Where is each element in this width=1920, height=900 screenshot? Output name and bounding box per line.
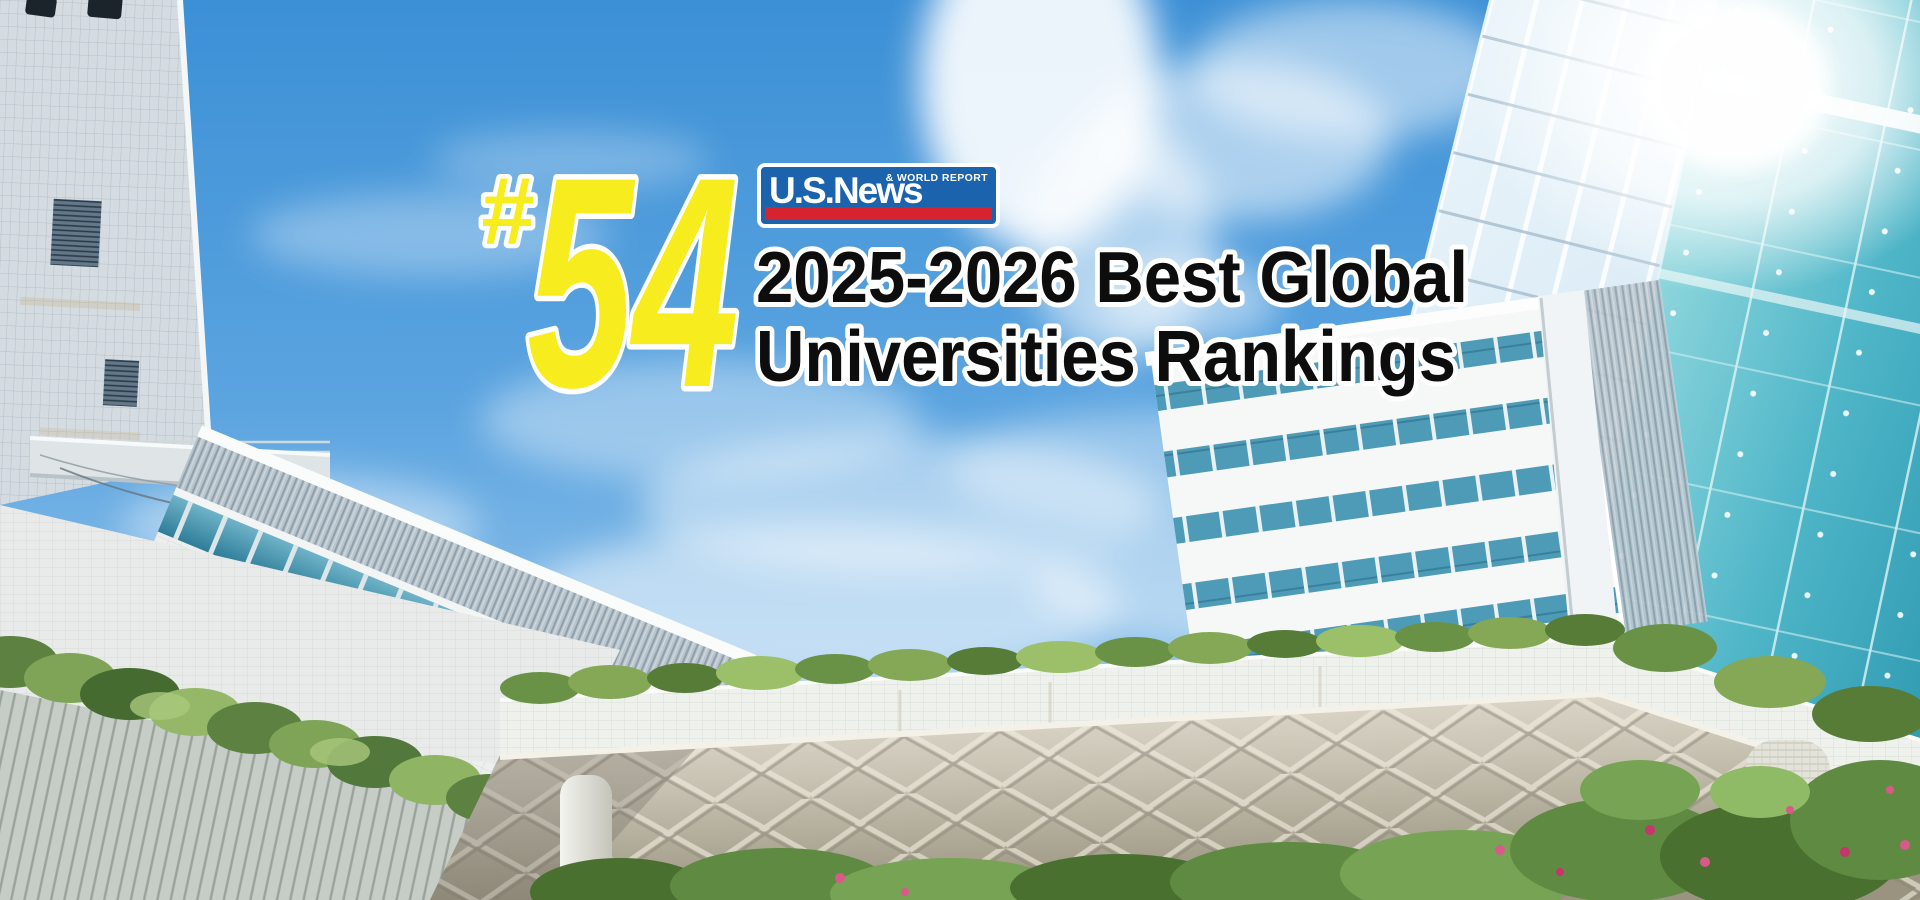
parapet-grass [500,614,1920,742]
headline-line2: Universities Rankings [756,317,1456,397]
pink-blooms [835,786,1910,896]
headline: 2025-2026 Best Global Universities Ranki… [751,233,1473,402]
rank-badge: # 54 [476,109,745,456]
rank-number: 54 [527,114,739,450]
building-signage-fragment [25,0,123,20]
usnews-logo-wordmark: U.S.News [769,170,924,211]
usnews-logo-tagline: & WORLD REPORT [885,172,988,184]
usnews-logo-red-bar [765,207,992,220]
tiled-tower-left [0,0,213,505]
vent-grille [102,359,140,407]
usnews-logo: & WORLD REPORT U.S.News [757,163,1000,228]
sun-glare [1475,0,1920,295]
canopy-parapet [499,614,1920,795]
bottom-foliage [530,760,1920,900]
vent-grille [50,198,102,268]
rank-symbol: # [480,158,534,265]
headline-line1: 2025-2026 Best Global [756,238,1468,318]
building-corner-column [1538,290,1620,662]
vine-band [0,636,534,822]
